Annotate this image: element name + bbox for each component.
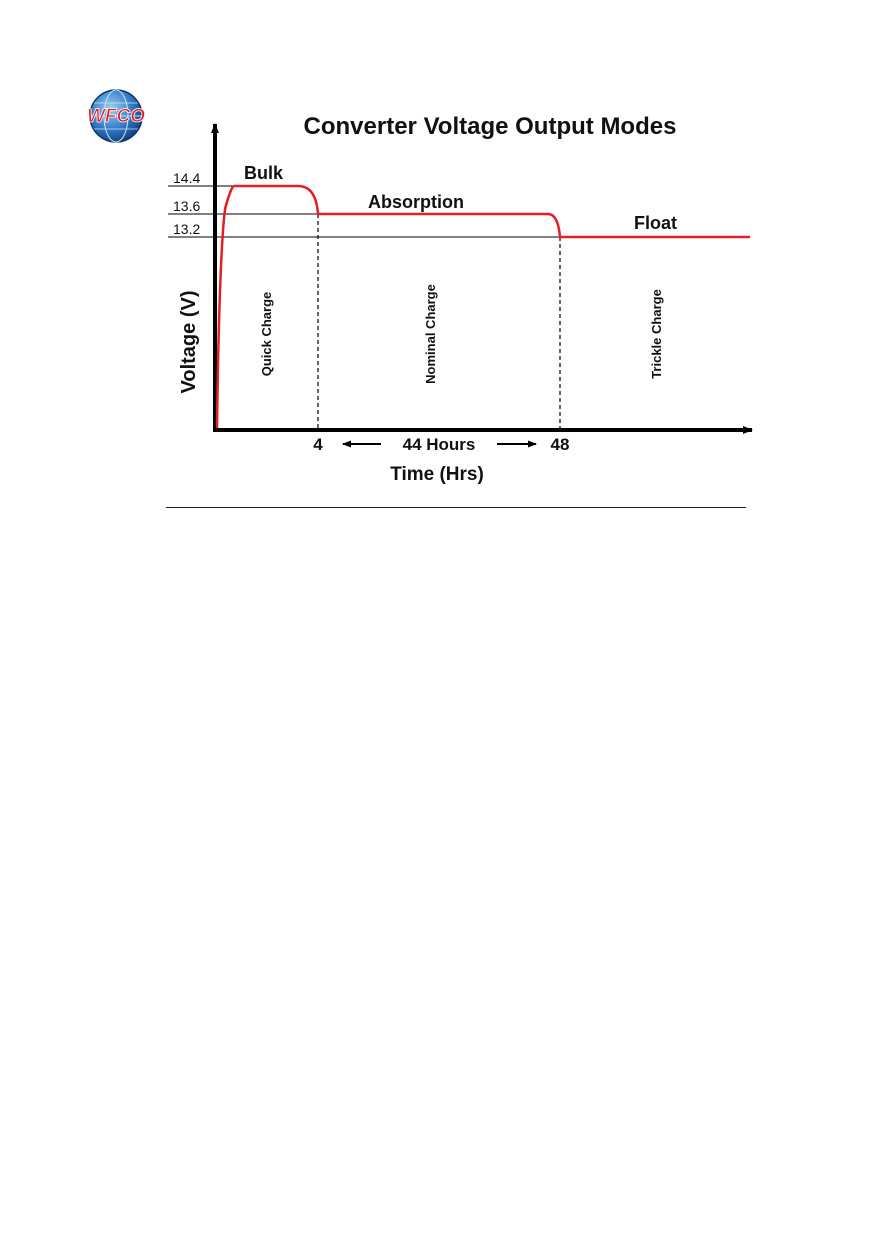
x-tick-label-48: 48 — [551, 435, 570, 454]
voltage-chart: Converter Voltage Output Modes 14.413.61… — [168, 113, 753, 485]
y-tick-label-14-4: 14.4 — [173, 170, 200, 186]
page-divider-rule — [166, 507, 746, 508]
region-label-quick-charge: Quick Charge — [259, 292, 274, 377]
chart-title: Converter Voltage Output Modes — [304, 113, 677, 140]
span-label: 44 Hours — [403, 435, 476, 454]
wfco-logo: WFCO — [80, 86, 152, 150]
y-tick-label-13-2: 13.2 — [173, 221, 200, 237]
x-tick-label-4: 4 — [313, 435, 323, 454]
x-axis-label: Time (Hrs) — [390, 464, 484, 485]
phase-label-float: Float — [634, 213, 677, 233]
y-tick-labels: 14.4 13.6 13.2 — [173, 170, 200, 237]
logo-wordmark: WFCO — [87, 106, 145, 127]
phase-dividers — [317, 214, 561, 430]
y-tick-label-13-6: 13.6 — [173, 198, 200, 214]
phase-label-absorption: Absorption — [368, 192, 464, 212]
phase-label-bulk: Bulk — [244, 163, 284, 183]
voltage-curve — [215, 184, 750, 429]
region-label-trickle-charge: Trickle Charge — [649, 289, 664, 379]
region-label-nominal-charge: Nominal Charge — [423, 284, 438, 384]
y-axis-label: Voltage (V) — [178, 291, 200, 394]
